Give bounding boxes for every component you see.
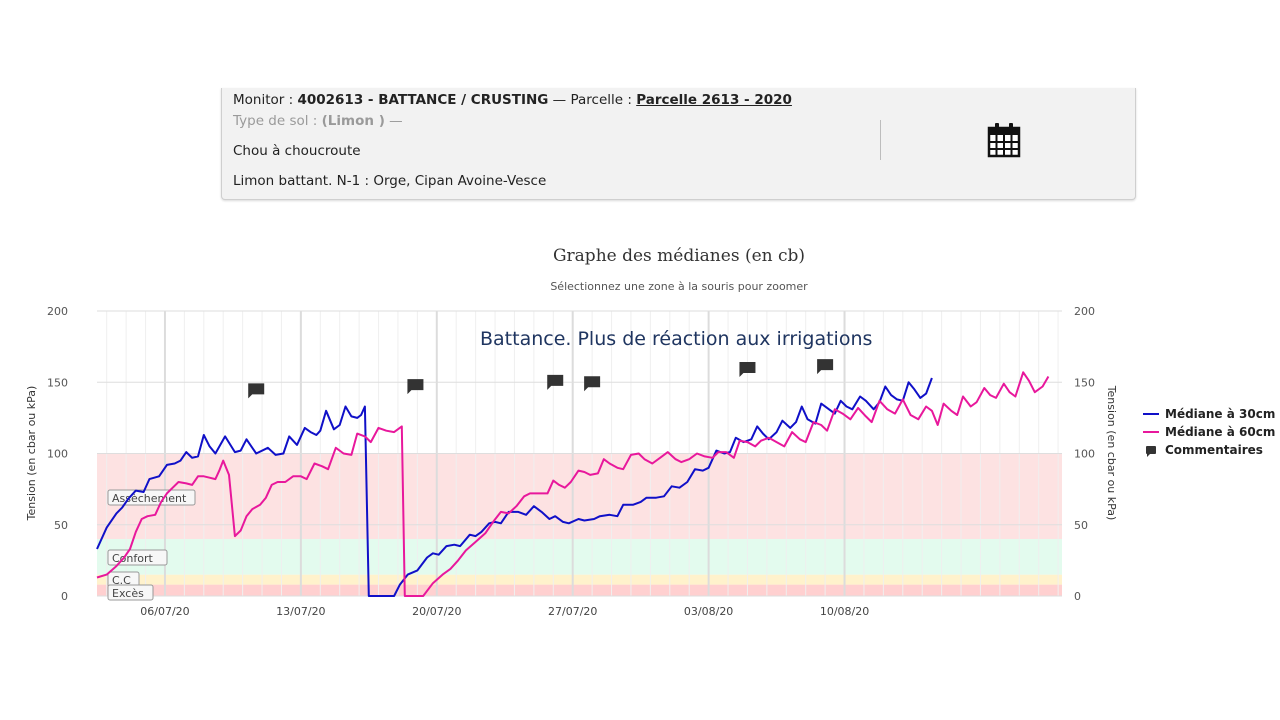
y-tick-left: 50 xyxy=(54,519,68,532)
soil-line: Type de sol : (Limon ) — xyxy=(233,113,403,129)
chart-legend: Médiane à 30cm Médiane à 60cm Commentair… xyxy=(1143,405,1275,459)
comment-marker xyxy=(739,362,756,377)
band-label-box xyxy=(107,549,168,566)
parcel-notes: Limon battant. N-1 : Orge, Cipan Avoine-… xyxy=(233,173,547,189)
band-label-box xyxy=(107,489,196,506)
legend-label-30cm: Médiane à 30cm xyxy=(1165,407,1276,421)
x-tick-label: 13/07/20 xyxy=(276,605,325,618)
comment-marker xyxy=(584,376,601,392)
soil-value: (Limon ) xyxy=(321,113,385,129)
band-label-Confort: Confort xyxy=(107,549,168,566)
band-label-box xyxy=(107,584,154,601)
parcelle-separator: — Parcelle : xyxy=(548,92,637,108)
y-axis-title-left: Tension (en cbar ou kPa) xyxy=(25,386,38,522)
y-tick-right: 150 xyxy=(1074,376,1095,389)
monitor-line: Monitor : 4002613 - BATTANCE / CRUSTING … xyxy=(233,92,792,108)
y-tick-right: 100 xyxy=(1074,448,1095,461)
y-tick-right: 50 xyxy=(1074,519,1088,532)
x-tick-label: 10/08/20 xyxy=(820,605,869,618)
band-0 xyxy=(97,584,1062,596)
crop-name: Chou à choucroute xyxy=(233,143,361,159)
parcelle-link[interactable]: Parcelle 2613 - 2020 xyxy=(636,92,792,108)
band-2 xyxy=(97,539,1062,575)
band-label-text: C.C xyxy=(112,574,131,587)
legend-item-60cm[interactable]: Médiane à 60cm xyxy=(1143,423,1275,441)
monitor-label: Monitor : xyxy=(233,92,298,108)
band-label-text: Excès xyxy=(112,587,144,600)
comment-marker xyxy=(547,374,564,390)
band-label-C.C: C.C xyxy=(107,571,140,588)
chart-subtitle: Sélectionnez une zone à la souris pour z… xyxy=(550,280,808,293)
y-tick-right: 0 xyxy=(1074,590,1081,603)
chart-title: Graphe des médianes (en cb) xyxy=(552,246,806,266)
soil-suffix: — xyxy=(384,113,403,129)
band-label-Assèchement: Assèchement xyxy=(107,489,196,506)
soil-label: Type de sol : xyxy=(233,113,322,129)
comment-marker xyxy=(248,383,265,399)
comment-marker xyxy=(407,379,424,395)
band-label-text: Assèchement xyxy=(112,492,187,505)
legend-swatch-60cm xyxy=(1143,431,1159,433)
comment-marker xyxy=(817,359,834,375)
legend-label-comments: Commentaires xyxy=(1165,443,1263,457)
band-1 xyxy=(97,574,1062,585)
x-tick-label: 27/07/20 xyxy=(548,605,597,618)
y-tick-left: 150 xyxy=(47,376,68,389)
series-line-1 xyxy=(96,371,1050,597)
chart-annotation: Battance. Plus de réaction aux irrigatio… xyxy=(480,328,873,350)
calendar-icon[interactable] xyxy=(987,122,1021,158)
monitor-value: 4002613 - BATTANCE / CRUSTING xyxy=(297,92,549,108)
x-tick-label: 20/07/20 xyxy=(412,605,461,618)
comment-bubble-icon xyxy=(1146,446,1156,457)
y-tick-left: 100 xyxy=(47,448,68,461)
legend-item-30cm[interactable]: Médiane à 30cm xyxy=(1143,405,1275,423)
legend-item-comments[interactable]: Commentaires xyxy=(1143,441,1275,459)
legend-swatch-30cm xyxy=(1143,413,1159,415)
band-label-text: Confort xyxy=(112,552,154,565)
series-line-0 xyxy=(96,377,933,597)
x-tick-label: 06/07/20 xyxy=(140,605,189,618)
x-tick-label: 03/08/20 xyxy=(684,605,733,618)
y-axis-title-right: Tension (en cbar ou kPa) xyxy=(1105,385,1118,521)
legend-label-60cm: Médiane à 60cm xyxy=(1165,425,1276,439)
monitor-info-panel: Monitor : 4002613 - BATTANCE / CRUSTING … xyxy=(221,88,1136,200)
band-label-Excès: Excès xyxy=(107,584,154,601)
y-tick-left: 0 xyxy=(61,590,68,603)
y-tick-left: 200 xyxy=(47,305,68,318)
y-tick-right: 200 xyxy=(1074,305,1095,318)
panel-divider xyxy=(880,120,881,160)
